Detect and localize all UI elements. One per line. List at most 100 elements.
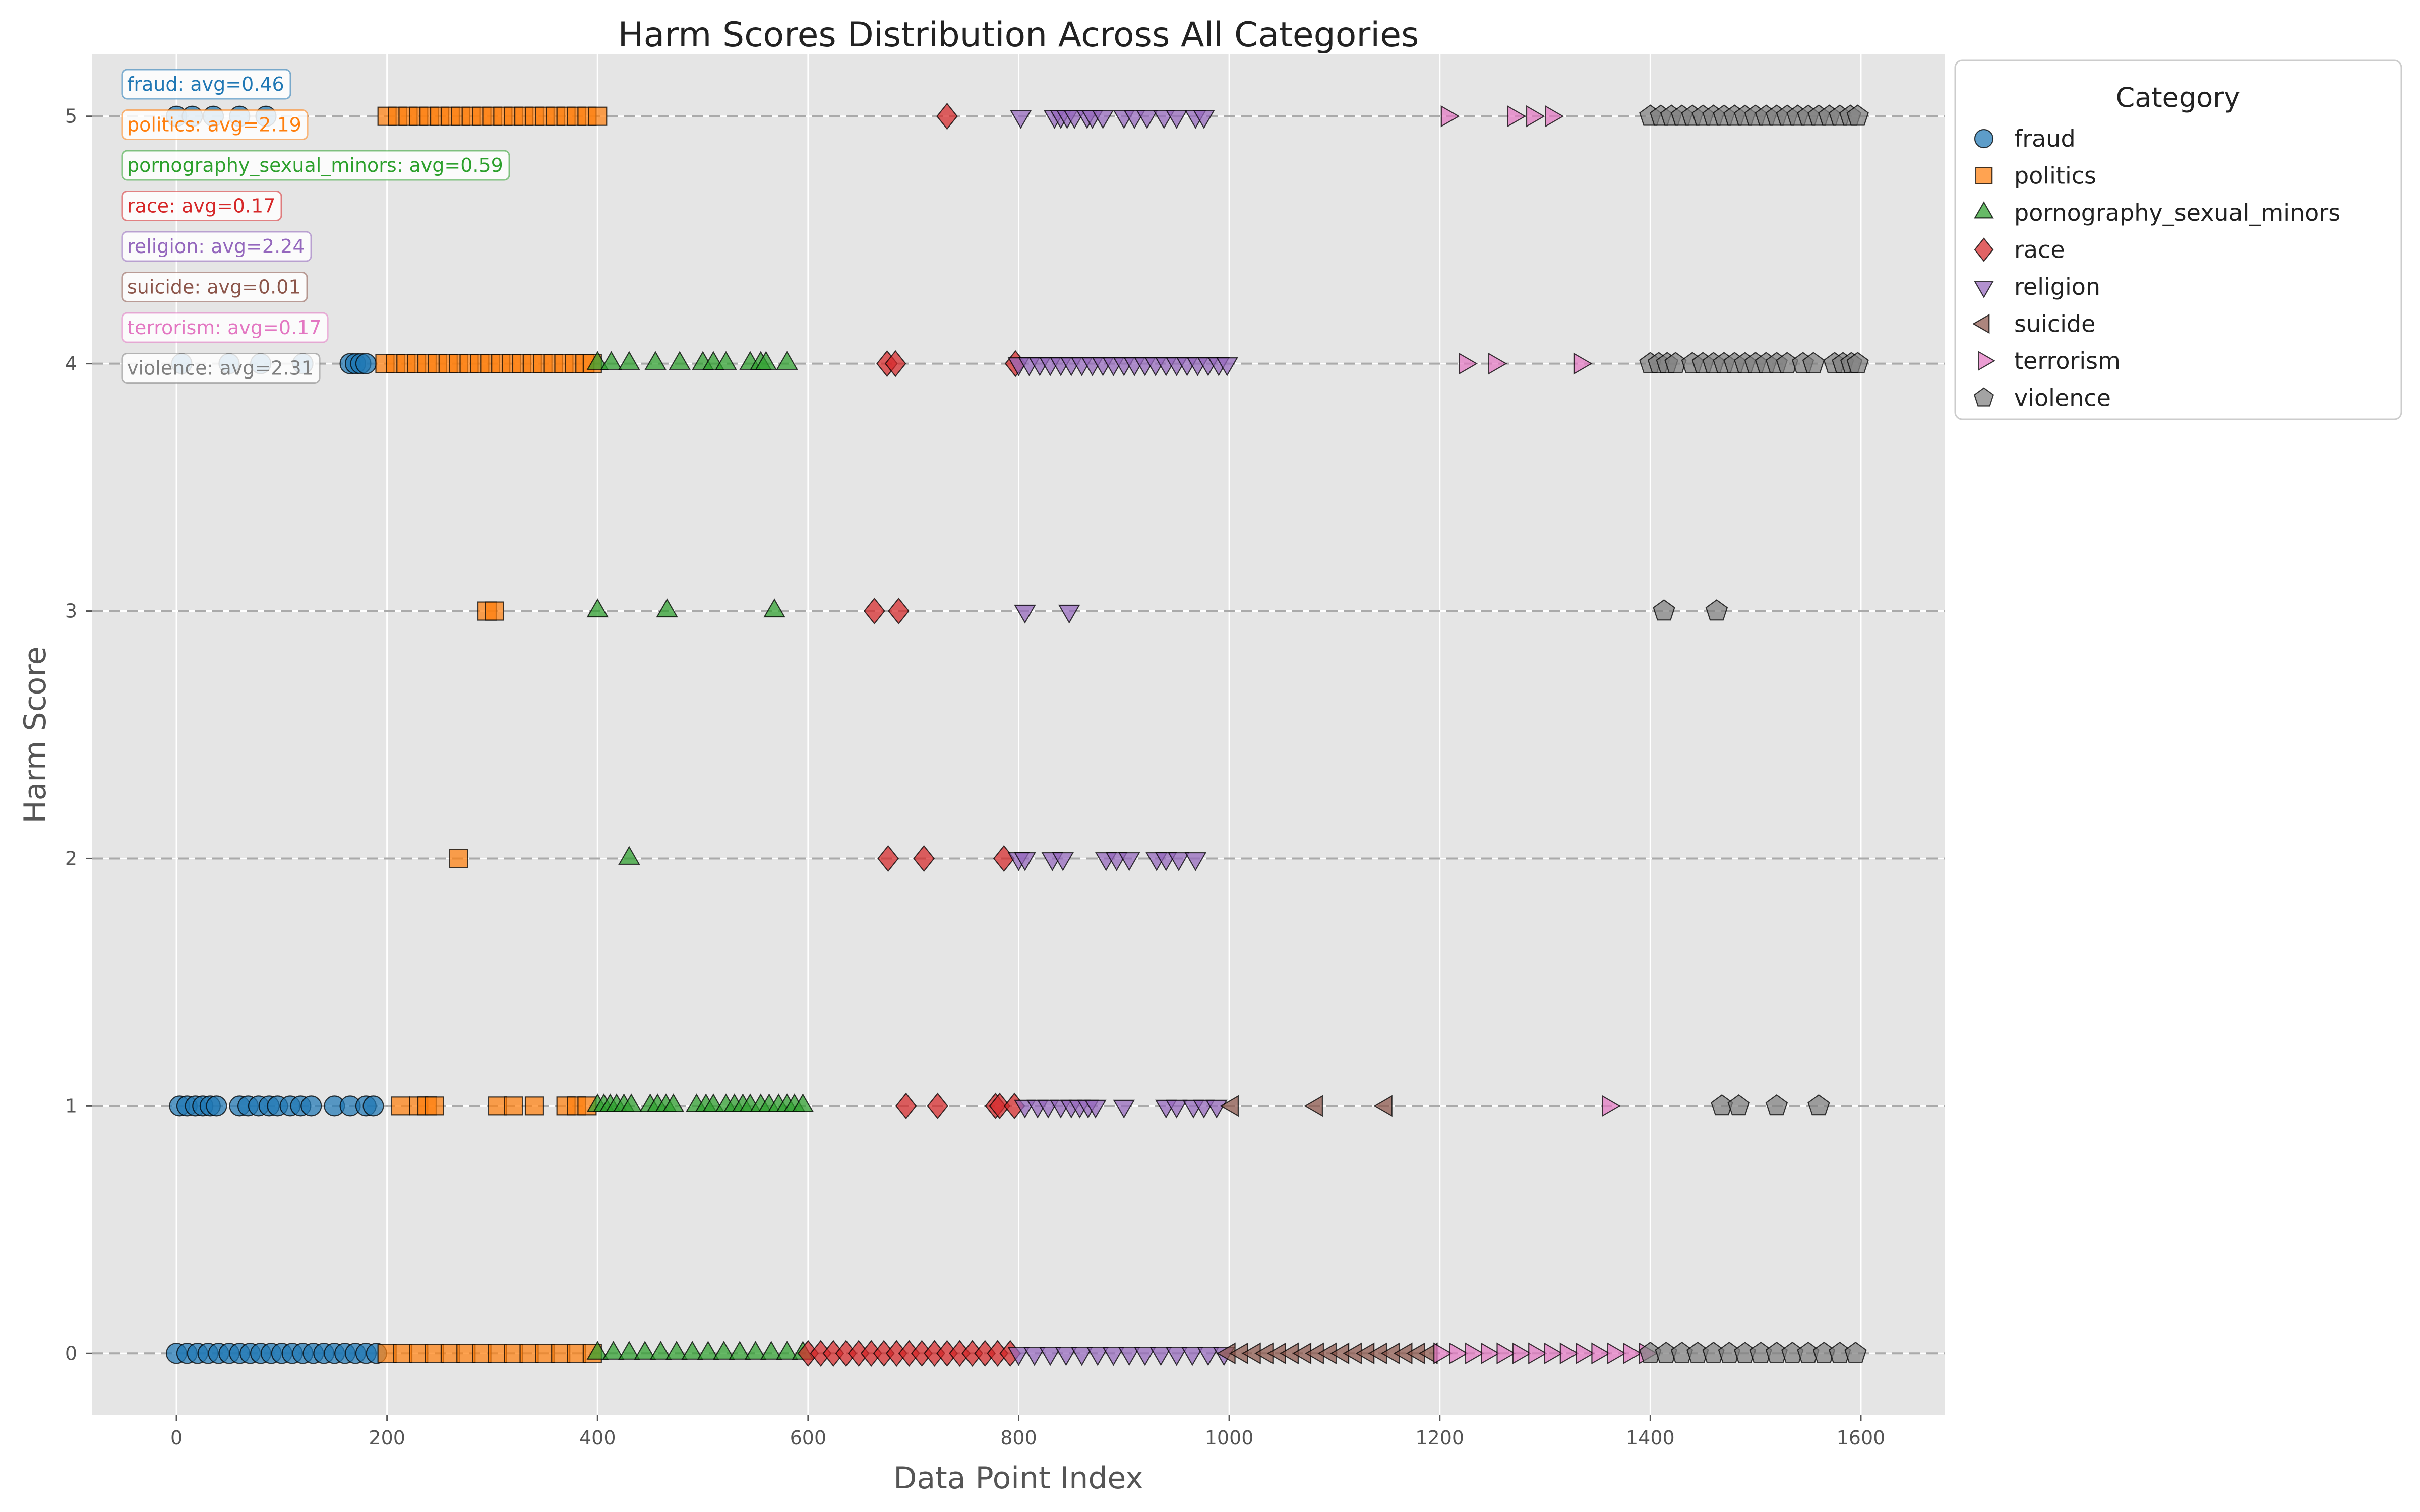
data-point-pornography-sexual-minors [600, 351, 623, 370]
avg-annotation-politics: politics: avg=2.19 [121, 109, 309, 140]
avg-annotation-box [121, 312, 329, 343]
x-tick-label: 400 [579, 1427, 616, 1449]
data-point-religion [1086, 1347, 1109, 1366]
avg-annotation-terrorism: terrorism: avg=0.17 [121, 312, 329, 343]
data-point-pornography-sexual-minors [618, 351, 640, 370]
avg-annotation-suicide: suicide: avg=0.01 [121, 272, 308, 302]
legend-item-violence: violence [1973, 385, 2111, 412]
data-point-politics [456, 1344, 476, 1363]
data-point-terrorism [1512, 1342, 1532, 1365]
data-point-religion [1007, 1347, 1030, 1366]
legend-item-politics: politics [1975, 162, 2096, 190]
legend-marker-pornography-sexual-minors [1974, 201, 1994, 219]
data-point-race [895, 1092, 917, 1120]
y-tick-label: 1 [65, 1095, 77, 1117]
data-point-religion [1134, 1347, 1156, 1366]
data-point-pornography-sexual-minors [620, 1093, 642, 1112]
y-tick-label: 0 [65, 1342, 77, 1364]
legend-items: fraud politics pornography_sexual_minorsra… [1972, 125, 2340, 412]
data-point-politics [588, 106, 608, 126]
legend-item-fraud: fraud [1974, 125, 2076, 152]
y-tick-label: 2 [65, 847, 77, 869]
data-point-religion [1113, 1099, 1135, 1119]
data-point-politics [449, 849, 468, 868]
data-point-religion [1197, 1347, 1220, 1366]
x-tick-label: 200 [369, 1427, 405, 1449]
data-point-terrorism [1602, 1095, 1621, 1117]
avg-annotation-text: race: avg=0.17 [127, 195, 275, 217]
data-point-fraud [362, 1095, 384, 1117]
data-point-fraud [300, 1095, 322, 1117]
x-tick-label: 600 [790, 1427, 827, 1449]
data-point-politics [488, 1096, 508, 1116]
avg-annotation-text: suicide: avg=0.01 [127, 276, 301, 298]
y-tick-label: 4 [65, 353, 77, 375]
avg-annotation-box [121, 191, 282, 221]
data-point-religion [1039, 1347, 1062, 1366]
data-point-pornography-sexual-minors [763, 598, 785, 618]
series-pornography-sexual-minors [586, 351, 814, 1360]
y-axis-label: Harm Score [18, 646, 53, 823]
x-axis-label: Data Point Index [893, 1461, 1143, 1496]
avg-annotation-text: fraud: avg=0.46 [127, 73, 284, 95]
avg-annotations: fraud: avg=0.46 politics: avg=2.19 pornogr… [121, 69, 510, 384]
legend-label: suicide [2014, 310, 2095, 338]
data-point-terrorism [1607, 1342, 1626, 1365]
data-point-religion [1009, 110, 1032, 129]
data-point-religion [1165, 110, 1188, 129]
data-point-pornography-sexual-minors [662, 1093, 685, 1112]
data-point-suicide [1220, 1095, 1239, 1117]
data-point-terrorism [1526, 105, 1545, 128]
data-point-race [989, 1092, 1011, 1120]
data-point-pornography-sexual-minors [776, 1341, 798, 1360]
legend-marker-politics [1975, 167, 1993, 184]
data-point-religion [1102, 1347, 1125, 1366]
data-point-race [913, 845, 935, 872]
data-point-terrorism [1481, 1342, 1500, 1365]
data-point-violence [1705, 599, 1728, 621]
data-point-pornography-sexual-minors [666, 1341, 688, 1360]
data-point-pornography-sexual-minors [586, 351, 609, 370]
data-point-pornography-sexual-minors [729, 1341, 751, 1360]
data-point-religion [1150, 1347, 1172, 1366]
avg-annotation-text: terrorism: avg=0.17 [127, 317, 322, 339]
data-point-race [884, 350, 906, 377]
data-point-religion [1216, 357, 1238, 376]
legend-marker-violence [1973, 387, 1994, 407]
data-point-pornography-sexual-minors [776, 351, 798, 370]
legend-marker-fraud [1974, 129, 1994, 149]
data-point-terrorism [1544, 1342, 1563, 1365]
data-point-terrorism [1459, 352, 1478, 375]
legend-marker-race [1974, 237, 1994, 262]
x-tick-label: 1400 [1626, 1427, 1675, 1449]
legend-item-religion: religion [1974, 273, 2100, 300]
data-point-suicide [1373, 1095, 1393, 1117]
data-point-terrorism [1573, 352, 1593, 375]
ticks-layer: 0 200 400 600 800 1000 1200 1400 1600 0 1 2 3 4 5 [65, 105, 1886, 1449]
legend-label: politics [2014, 162, 2096, 190]
data-point-pornography-sexual-minors [760, 1341, 782, 1360]
data-point-violence [1844, 1341, 1867, 1363]
data-point-pornography-sexual-minors [618, 1341, 640, 1360]
x-tick-label: 800 [1000, 1427, 1037, 1449]
avg-annotation-violence: violence: avg=2.31 [121, 353, 321, 384]
data-point-politics [504, 1344, 523, 1363]
legend-label: violence [2014, 385, 2111, 412]
data-point-terrorism [1465, 1342, 1484, 1365]
avg-annotation-box [121, 150, 510, 181]
data-point-religion [1168, 852, 1190, 871]
avg-annotation-text: politics: avg=2.19 [127, 114, 301, 136]
avg-annotation-religion: religion: avg=2.24 [121, 231, 312, 262]
data-point-pornography-sexual-minors [744, 1341, 767, 1360]
legend-marker-suicide [1972, 313, 1990, 334]
legend-item-suicide: suicide [1972, 310, 2095, 338]
data-point-suicide [1304, 1095, 1323, 1117]
series-violence [1639, 104, 1869, 1363]
legend-label: religion [2014, 273, 2100, 300]
data-point-religion [1014, 852, 1036, 871]
data-point-politics [551, 1344, 571, 1363]
data-point-race [888, 597, 910, 625]
legend-frame [1954, 59, 2402, 420]
data-point-religion [1023, 1347, 1046, 1366]
